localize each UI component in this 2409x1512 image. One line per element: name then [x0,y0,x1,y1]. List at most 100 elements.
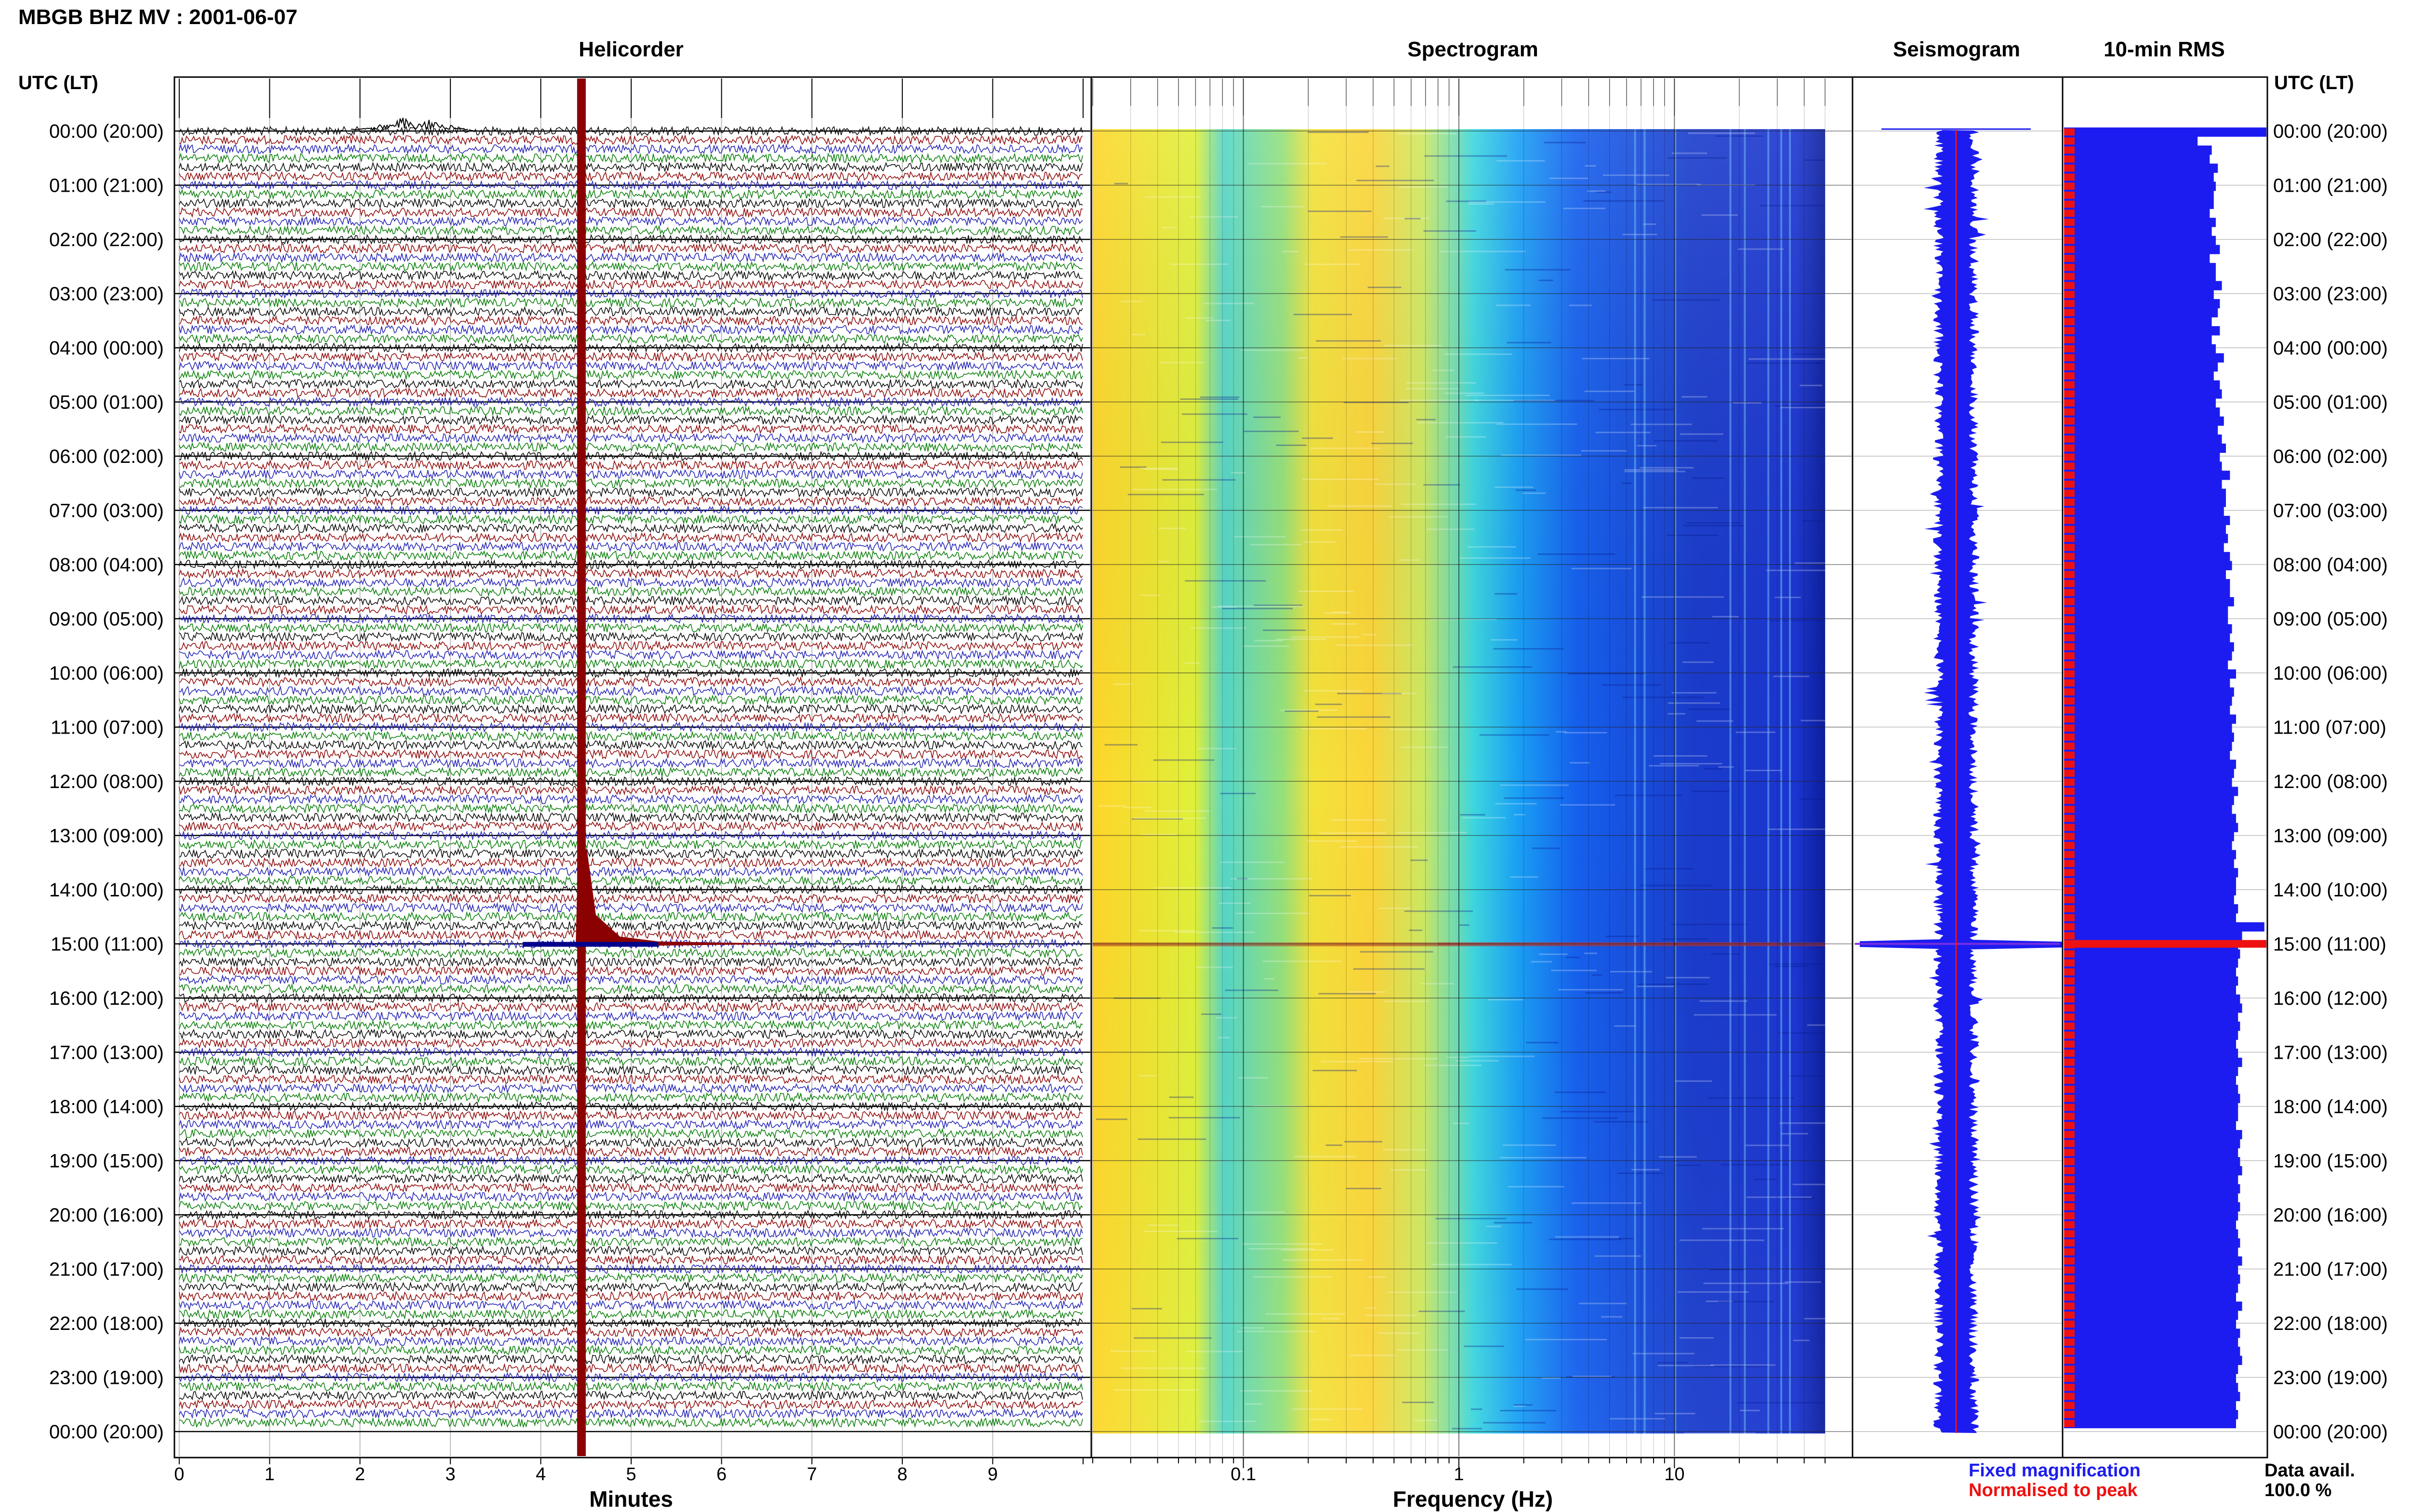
spectrogram-streak [1384,1000,1430,1002]
spectrogram-streak [1427,528,1475,530]
rms-bar [2064,895,2234,905]
rms-normalised-bar [2064,444,2075,452]
spectrogram-streak [1254,605,1303,606]
rms-normalised-bar [2064,273,2075,280]
rms-normalised-bar [2064,1104,2075,1111]
rms-normalised-bar [2064,1149,2075,1157]
spectrogram-streak [1652,299,1721,301]
spectrogram-streak [1121,1367,1206,1369]
spectrogram-streak [1158,561,1169,563]
spectrogram-streak [1773,675,1810,677]
spectrogram-streak [1222,607,1293,609]
rms-bar [2064,145,2212,155]
utc-label-left: 16:00 (12:00) [49,988,164,1009]
spectrogram-streak [1134,1337,1212,1339]
rms-normalised-bar [2064,661,2075,669]
spectrogram-streak [1800,720,1825,722]
spectrogram-streak [1293,1156,1356,1157]
panel-title-rms: 10-min RMS [2104,38,2225,61]
helicorder-trace [179,1091,1083,1104]
spectrogram-streak [1452,1428,1482,1430]
spectrogram-streak [1321,1061,1394,1063]
spectrogram-streak [1684,1433,1756,1434]
rms-bar [2064,1302,2242,1311]
spectrogram-streak [1374,483,1416,485]
panel-title-helicorder: Helicorder [579,38,684,61]
spectrogram-streak [1409,929,1423,931]
helicorder-trace [179,496,1083,507]
helicorder-tick-label: 0 [174,1464,184,1485]
rms-bar [2064,163,2218,173]
spectrogram-streak [1276,444,1307,446]
spectrogram-streak [1440,250,1526,252]
rms-normalised-bar [2064,824,2075,831]
rms-bar [2064,443,2226,453]
helicorder-trace [179,640,1083,652]
spectrogram-streak [1740,1409,1760,1411]
helicorder-trace [179,1281,1083,1293]
rms-bar [2064,389,2222,399]
rms-normalised-bar [2064,1266,2075,1274]
rms-normalised-bar [2064,715,2075,723]
spectrogram-streak [1399,186,1448,188]
rms-normalised-bar [2064,128,2075,136]
helicorder-event [522,79,794,1456]
rms-bar [2064,1039,2236,1049]
spectrogram-streak [1144,1230,1218,1232]
spectrogram-streak [1668,713,1686,715]
rms-normalised-bar [2064,1067,2075,1075]
utc-label-right: 22:00 (18:00) [2273,1313,2388,1334]
spectrogram-streak [1693,477,1725,479]
spectrogram-streak [1630,423,1692,425]
rms-normalised-bar [2064,1302,2075,1310]
helicorder-trace [179,965,1083,977]
rms-normalised-bar [2064,417,2075,425]
helicorder-burst [351,118,468,131]
spectrogram-streak [1308,210,1372,212]
rms-bar [2064,136,2198,146]
helicorder-trace [179,1109,1083,1121]
spectrogram-streak [1581,450,1627,452]
spectrogram-streak [1200,396,1240,398]
helicorder-trace [179,712,1083,724]
helicorder-traces [179,118,1083,1429]
spectrogram-streak [1406,388,1459,390]
spectrogram-streak [1774,405,1825,407]
spectrogram-streak [1177,1237,1239,1239]
rms-normalised-bar [2064,1086,2075,1093]
spectrogram-streak [1344,1141,1382,1143]
rms-bar [2064,1392,2240,1401]
spectrogram-streak [1205,319,1231,321]
spectrogram-tick-label: 1 [1454,1464,1464,1485]
spectrogram-streak [1766,569,1825,571]
spectrogram-streak [1113,684,1132,685]
spectrogram-panel: 0.1 1 10 Frequency (Hz) [1090,76,1853,1512]
rms-bar [2064,1093,2240,1104]
rms-normalised-bar [2064,200,2075,208]
helicorder-trace [179,1010,1083,1022]
spectrogram-streak [1378,907,1411,909]
spectrogram-streak [1362,634,1377,636]
spectrogram-streak [1704,768,1723,770]
utc-label-right: 02:00 (22:00) [2273,229,2388,250]
spectrogram-streak [1662,938,1708,940]
spectrogram-streak [1355,431,1386,433]
rms-normalised-bar [2064,1167,2075,1174]
helicorder-trace [179,1191,1083,1203]
rms-normalised-bar [2064,697,2075,705]
spectrogram-streak [1571,567,1632,569]
utc-label-right: 16:00 (12:00) [2273,988,2388,1009]
spectrogram-tick-label: 0.1 [1231,1464,1256,1485]
spectrogram-streak [1170,263,1228,265]
rms-bar [2064,317,2212,327]
rms-normalised-bar [2064,164,2075,172]
spectrogram-streak [1324,612,1351,614]
spectrogram-streak [1144,810,1210,812]
rms-bar [2064,669,2236,679]
rms-normalised-bar [2064,345,2075,353]
spectrogram-streak [1584,390,1635,392]
rms-bar [2064,1130,2242,1140]
spectrogram-streak [1316,340,1381,342]
spectrogram-streak [1203,302,1254,304]
spectrogram-streak [1331,819,1386,821]
